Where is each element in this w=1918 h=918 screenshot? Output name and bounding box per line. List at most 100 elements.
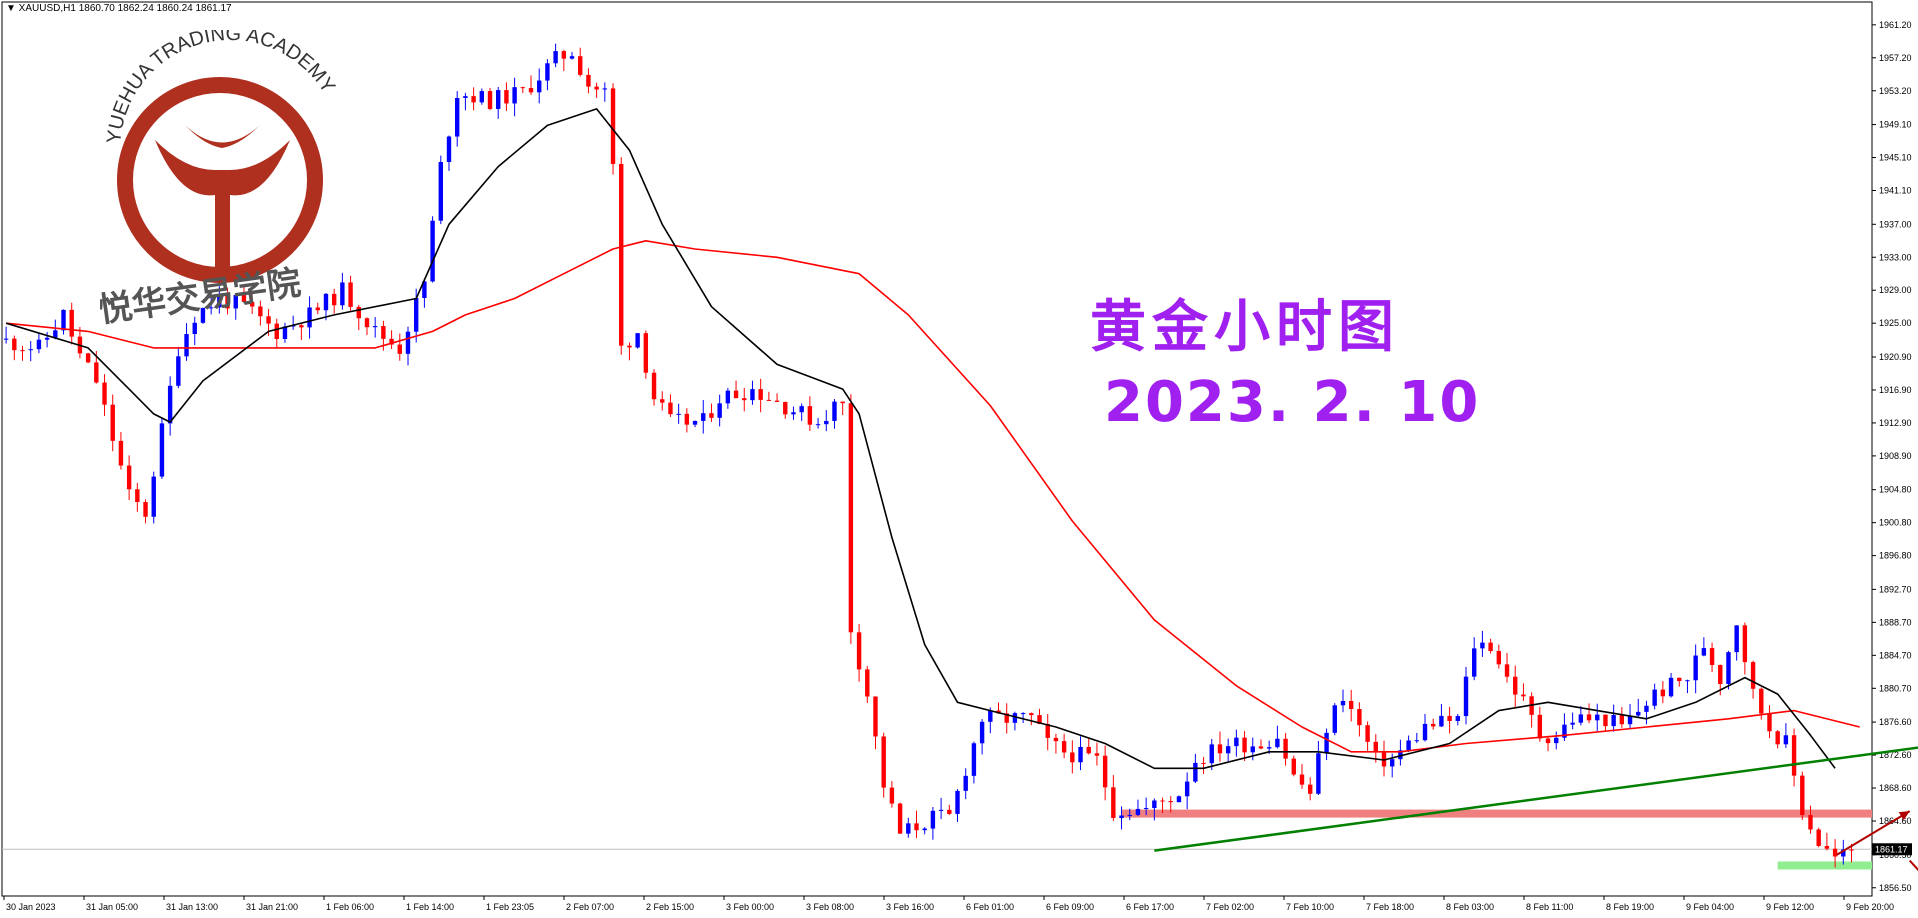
chart-annotation-title: 黄金小时图 — [1090, 294, 1400, 360]
bull-candle — [1783, 735, 1789, 745]
bear-candle — [1619, 715, 1625, 725]
bull-candle — [1578, 714, 1584, 723]
bull-candle — [340, 282, 345, 306]
bull-candle — [1644, 705, 1649, 712]
time-tick-label: 9 Feb 12:00 — [1766, 902, 1814, 912]
bull-candle — [1143, 808, 1149, 810]
bull-candle — [1209, 744, 1214, 764]
bear-candle — [118, 440, 124, 466]
bear-candle — [110, 404, 115, 441]
bull-candle — [61, 309, 66, 331]
bear-candle — [1718, 664, 1723, 684]
bull-candle — [1332, 705, 1337, 733]
bear-candle — [1504, 664, 1510, 677]
bull-candle — [167, 385, 173, 424]
bear-candle — [348, 282, 353, 307]
bull-candle — [200, 308, 206, 323]
time-tick-label: 8 Feb 03:00 — [1446, 902, 1494, 912]
bull-candle — [701, 413, 706, 421]
bear-candle — [356, 306, 361, 319]
bear-candle — [742, 398, 747, 401]
price-tick-label: 1856.50 — [1879, 883, 1912, 893]
bear-candle — [627, 345, 632, 348]
bear-candle — [1521, 694, 1526, 697]
academy-logo: YUEHUA TRADING ACADEMY 悦华交易学院 — [100, 30, 339, 330]
bear-candle — [594, 86, 599, 90]
bear-candle — [94, 362, 99, 383]
bear-candle — [881, 736, 886, 788]
bull-candle — [159, 423, 165, 477]
bear-candle — [1160, 800, 1165, 802]
bull-candle — [1554, 737, 1559, 744]
bear-candle — [1029, 713, 1034, 716]
bear-candle — [619, 163, 624, 346]
price-tick-label: 1896.80 — [1879, 551, 1912, 561]
bull-candle — [53, 330, 58, 338]
bear-candle — [274, 323, 279, 340]
bull-candle — [1463, 676, 1469, 717]
bear-candle — [471, 96, 476, 103]
time-tick-label: 1 Feb 23:05 — [486, 902, 534, 912]
bull-candle — [1422, 723, 1428, 741]
candles — [3, 43, 1854, 868]
bear-candle — [249, 301, 255, 307]
bear-candle — [299, 325, 304, 328]
price-tick-label: 1908.90 — [1879, 451, 1912, 461]
arrow-up — [1836, 810, 1911, 856]
bull-candle — [1266, 747, 1272, 749]
support-zone — [1777, 861, 1872, 870]
bull-candle — [446, 136, 452, 162]
chart-annotation-date: 2023. 2. 10 — [1104, 370, 1481, 435]
bear-candle — [258, 306, 263, 317]
price-tick-label: 1957.20 — [1879, 53, 1912, 63]
time-tick-label: 3 Feb 16:00 — [886, 902, 934, 912]
bear-candle — [1800, 775, 1805, 816]
time-tick-label: 1 Feb 14:00 — [406, 902, 454, 912]
bear-candle — [126, 465, 132, 490]
bull-candle — [233, 295, 238, 309]
bear-candle — [766, 399, 772, 401]
bear-candle — [856, 632, 862, 670]
bear-candle — [1488, 642, 1493, 652]
bear-candle — [69, 309, 74, 337]
bear-candle — [1102, 755, 1108, 788]
bull-candle — [1668, 677, 1674, 697]
bull-candle — [217, 295, 222, 308]
bull-candle — [1595, 714, 1600, 721]
price-tick-label: 1945.10 — [1879, 153, 1912, 163]
time-tick-label: 7 Feb 10:00 — [1286, 902, 1334, 912]
bear-candle — [1849, 849, 1854, 851]
bear-candle — [1217, 744, 1223, 754]
bull-candle — [151, 476, 156, 517]
bear-candle — [20, 350, 25, 352]
time-tick-label: 9 Feb 04:00 — [1686, 902, 1734, 912]
moving-average-fast — [5, 108, 1836, 770]
bear-candle — [1086, 746, 1091, 754]
bear-candle — [1094, 753, 1100, 756]
bull-candle — [323, 293, 329, 311]
bull-candle — [1841, 849, 1846, 857]
bear-candle — [397, 344, 402, 354]
bear-candle — [1307, 784, 1313, 794]
bear-candle — [1586, 714, 1592, 721]
bull-candle — [372, 326, 378, 328]
bull-candle — [1627, 715, 1633, 725]
bull-candle — [1439, 715, 1444, 727]
bear-candle — [610, 88, 616, 164]
bear-candle — [840, 401, 845, 404]
bull-candle — [28, 349, 33, 351]
bear-candle — [364, 318, 370, 328]
bull-candle — [208, 307, 214, 309]
bear-candle — [1201, 762, 1206, 764]
price-tick-label: 1888.70 — [1879, 617, 1912, 627]
bull-candle — [1316, 753, 1321, 794]
bear-candle — [1168, 801, 1173, 803]
time-tick-label: 31 Jan 13:00 — [166, 902, 218, 912]
bear-candle — [1537, 714, 1543, 739]
price-tick-label: 1876.60 — [1879, 717, 1912, 727]
bull-candle — [1701, 648, 1707, 656]
bear-candle — [1775, 731, 1780, 745]
bear-candle — [865, 669, 870, 697]
bull-candle — [1734, 625, 1739, 653]
